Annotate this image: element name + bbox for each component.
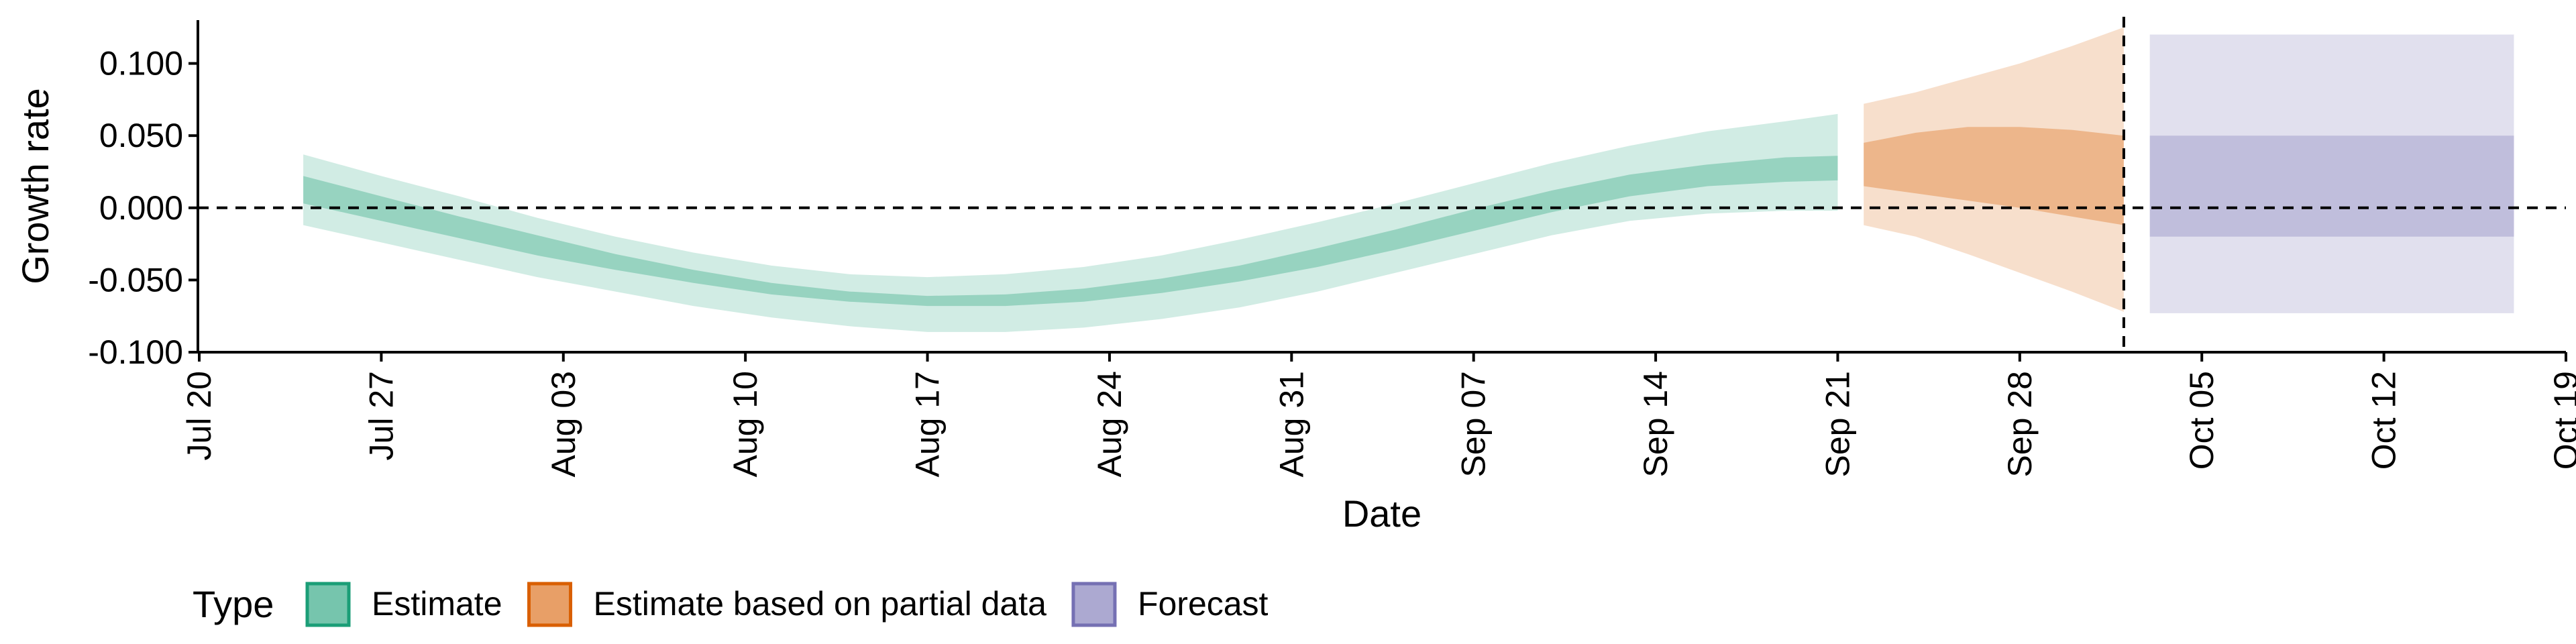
legend-label-forecast: Forecast <box>1138 585 1269 623</box>
legend-swatch-estimate <box>305 582 351 627</box>
y-axis-title: Growth rate <box>14 88 56 284</box>
axes: -0.100 -0.050 0.000 0.050 0.100 Jul 20 Jul 27 A… <box>14 20 2576 535</box>
forecast-inner-band <box>2149 136 2514 237</box>
legend: Type Estimate Estimate based on partial da… <box>193 582 1269 627</box>
legend-label-estimate-based-on-partial-data: Estimate based on partial data <box>594 585 1047 623</box>
y-tick-label: -0.100 <box>88 333 183 371</box>
legend-swatch-forecast <box>1071 582 1117 627</box>
legend-label-estimate: Estimate <box>372 585 502 623</box>
x-tick-label: Oct 19 <box>2547 371 2576 470</box>
estimate-based-on-partial-data-inner-band <box>1864 127 2124 225</box>
x-tick-label: Oct 12 <box>2365 371 2403 470</box>
x-tick-label: Jul 27 <box>362 371 400 460</box>
y-tick-label: 0.000 <box>99 189 183 227</box>
x-tick-label: Sep 21 <box>1819 371 1856 477</box>
x-tick-label: Jul 20 <box>180 371 218 460</box>
series-bands <box>303 27 2514 332</box>
x-tick-label: Aug 10 <box>727 371 764 477</box>
x-tick-label: Aug 03 <box>545 371 582 477</box>
y-tick-label: -0.050 <box>88 261 183 299</box>
x-axis-title: Date <box>1342 492 1421 535</box>
forecast-outer-band <box>2149 34 2514 313</box>
estimate-outer-band <box>303 113 1838 332</box>
x-tick-label: Aug 24 <box>1091 371 1128 477</box>
x-tick-label: Oct 05 <box>2183 371 2220 470</box>
x-tick-label: Aug 17 <box>909 371 947 477</box>
estimate-inner-band <box>303 156 1838 307</box>
x-tick-label: Aug 31 <box>1273 371 1310 477</box>
x-tick-label: Sep 14 <box>1637 371 1674 477</box>
y-tick-label: 0.100 <box>99 45 183 83</box>
x-tick-label: Sep 28 <box>2001 371 2039 477</box>
x-tick-label: Sep 07 <box>1455 371 1493 477</box>
legend-swatch-estimate-based-on-partial-data <box>527 582 573 627</box>
reference-lines <box>198 17 2566 352</box>
estimate-based-on-partial-data-outer-band <box>1864 27 2124 312</box>
legend-title: Type <box>193 583 274 625</box>
y-tick-label: 0.050 <box>99 117 183 154</box>
